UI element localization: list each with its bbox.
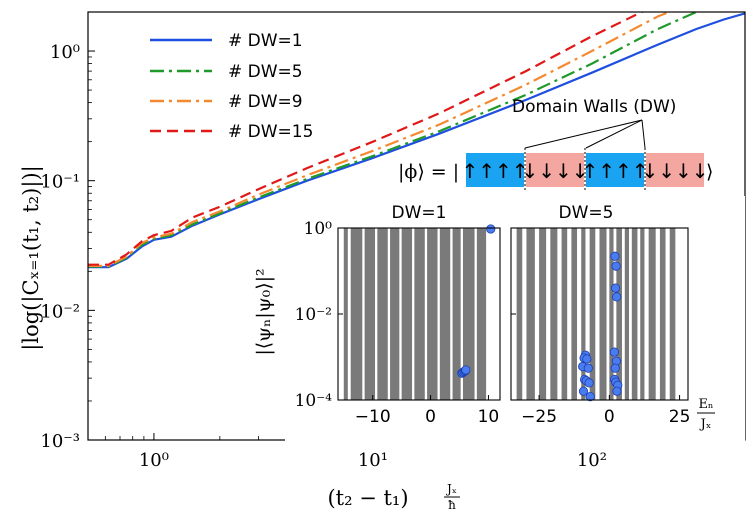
overlap-point	[612, 292, 622, 302]
eigenvalue-band	[427, 228, 438, 400]
inset2-title: DW=5	[559, 203, 614, 223]
overlap-point	[609, 347, 619, 357]
inset-y-tick-label: 10⁰	[304, 219, 333, 239]
main-x-tick-label: 10⁰	[139, 450, 169, 471]
spin-block-1	[526, 153, 584, 187]
inset-x-tick-label: −10	[355, 407, 391, 427]
eigenvalue-band	[616, 228, 622, 400]
spin-block-3	[646, 153, 704, 187]
eigenvalue-band	[377, 228, 388, 400]
legend-label-dw15: # DW=15	[228, 122, 313, 142]
eigenvalue-band	[589, 228, 596, 400]
overlap-point	[611, 261, 621, 271]
eigenvalue-band	[414, 228, 425, 400]
spin-block-arrows-3: ↓↓↓↓	[641, 159, 708, 183]
overlap-point	[584, 378, 594, 388]
eigenvalue-band	[452, 228, 461, 400]
eigenvalue-band	[439, 228, 451, 400]
series-line-2	[88, 12, 673, 267]
annotation-pointer-2	[585, 119, 643, 149]
main-x-axis-factor-num: Jₓ	[445, 482, 457, 496]
eigenvalue-band	[401, 228, 413, 400]
inset-dw5: −25 0 25	[510, 227, 691, 427]
eigenvalue-band	[640, 228, 645, 400]
inset-x-tick-label: −25	[521, 407, 557, 427]
spin-block-0	[466, 153, 524, 187]
eigenvalue-band	[364, 228, 376, 400]
eigenvalue-band	[561, 228, 568, 400]
spin-block-arrows-1: ↓↓↓↓	[521, 159, 588, 183]
main-y-tick-label: 10⁻³	[40, 431, 80, 452]
inset-y-axis-label: |⟨ψₙ|ψ₀⟩|²	[253, 268, 275, 355]
main-y-axis-label: |log(|Cₓ₌₁(t₁, t₂)|)|	[19, 165, 44, 350]
inset-dw1: −10 0 10 10⁻⁴ 10⁻² 10⁰	[295, 219, 501, 427]
inset-x-tick-label: 25	[669, 407, 691, 427]
overlap-point	[610, 363, 620, 373]
legend-label-dw1: # DW=1	[228, 31, 303, 51]
legend: # DW=1 # DW=5 # DW=9 # DW=15	[150, 31, 313, 142]
spin-block-arrows-2: ↑↑↑↑	[581, 159, 648, 183]
eigenvalue-band	[343, 228, 348, 400]
legend-label-dw5: # DW=5	[228, 62, 303, 82]
domain-wall-annotation: Domain Walls (DW) |ϕ⟩ = | ↑↑↑↑↓↓↓↓↑↑↑↑↓↓…	[398, 97, 713, 192]
eigenvalue-band	[624, 228, 629, 400]
inset-y-tick-label: 10⁻²	[295, 305, 332, 325]
overlap-point	[583, 363, 593, 373]
eigenvalue-band	[571, 228, 578, 400]
overlap-point	[582, 354, 592, 364]
eigenvalue-band	[516, 228, 523, 400]
main-axes: 10⁰ 10¹ 10² 10⁻³ 10⁻² 10⁻¹ 10⁰	[40, 11, 746, 471]
inset-x-tick-label: 10	[478, 407, 500, 427]
state-prefix: |ϕ⟩ = |	[398, 161, 459, 183]
eigenvalue-band	[390, 228, 400, 400]
main-y-tick-label: 10⁻²	[40, 301, 80, 322]
eigenvalue-band	[581, 228, 586, 400]
eigenvalue-band	[659, 228, 666, 400]
overlap-point	[585, 391, 595, 402]
overlap-point	[486, 224, 496, 234]
series-line-3	[88, 12, 645, 266]
main-x-axis-factor-den: ħ	[448, 498, 456, 512]
spin-block-2	[586, 153, 644, 187]
annotation-pointer-1	[524, 119, 643, 149]
eigenvalue-band	[631, 228, 638, 400]
main-y-tick-label: 10⁻¹	[40, 172, 80, 193]
eigenvalue-band	[476, 228, 487, 400]
series-line-0	[88, 12, 745, 269]
main-x-tick-label: 10¹	[358, 450, 388, 471]
eigenvalue-band	[539, 228, 547, 400]
eigenvalue-band	[609, 228, 614, 400]
overlap-point	[612, 386, 622, 396]
overlap-point	[610, 251, 620, 261]
overlap-point	[578, 386, 589, 396]
overlap-point	[610, 283, 621, 293]
series-line-1	[88, 12, 701, 268]
inset-x-tick-label: 0	[425, 407, 436, 427]
main-y-tick-label: 10⁰	[50, 42, 80, 63]
inset-x-tick-label: 0	[604, 407, 615, 427]
annotation-pointer-3	[641, 119, 646, 149]
annotation-title: Domain Walls (DW)	[512, 97, 676, 117]
main-series-lines	[88, 12, 745, 269]
eigenvalue-band	[648, 228, 656, 400]
eigenvalue-band	[350, 228, 363, 400]
inset2-x-label-den: Jₓ	[699, 417, 712, 432]
eigenvalue-band	[599, 228, 607, 400]
spin-blocks: ↑↑↑↑↓↓↓↓↑↑↑↑↓↓↓↓	[461, 148, 709, 192]
eigenvalue-band	[669, 228, 676, 400]
eigenvalue-band	[462, 228, 475, 400]
eigenvalue-band	[526, 228, 535, 400]
state-suffix: ⟩	[706, 161, 713, 183]
overlap-point	[461, 365, 471, 375]
inset1-title: DW=1	[392, 203, 447, 223]
spin-block-arrows-0: ↑↑↑↑	[461, 159, 528, 183]
eigenvalue-band	[550, 228, 558, 400]
legend-label-dw9: # DW=9	[228, 92, 303, 112]
main-x-tick-label: 10²	[577, 450, 607, 471]
main-x-axis-label: (t₂ − t₁)	[327, 486, 408, 510]
inset-y-tick-label: 10⁻⁴	[295, 391, 333, 411]
inset2-x-label-num: Eₙ	[698, 397, 713, 412]
